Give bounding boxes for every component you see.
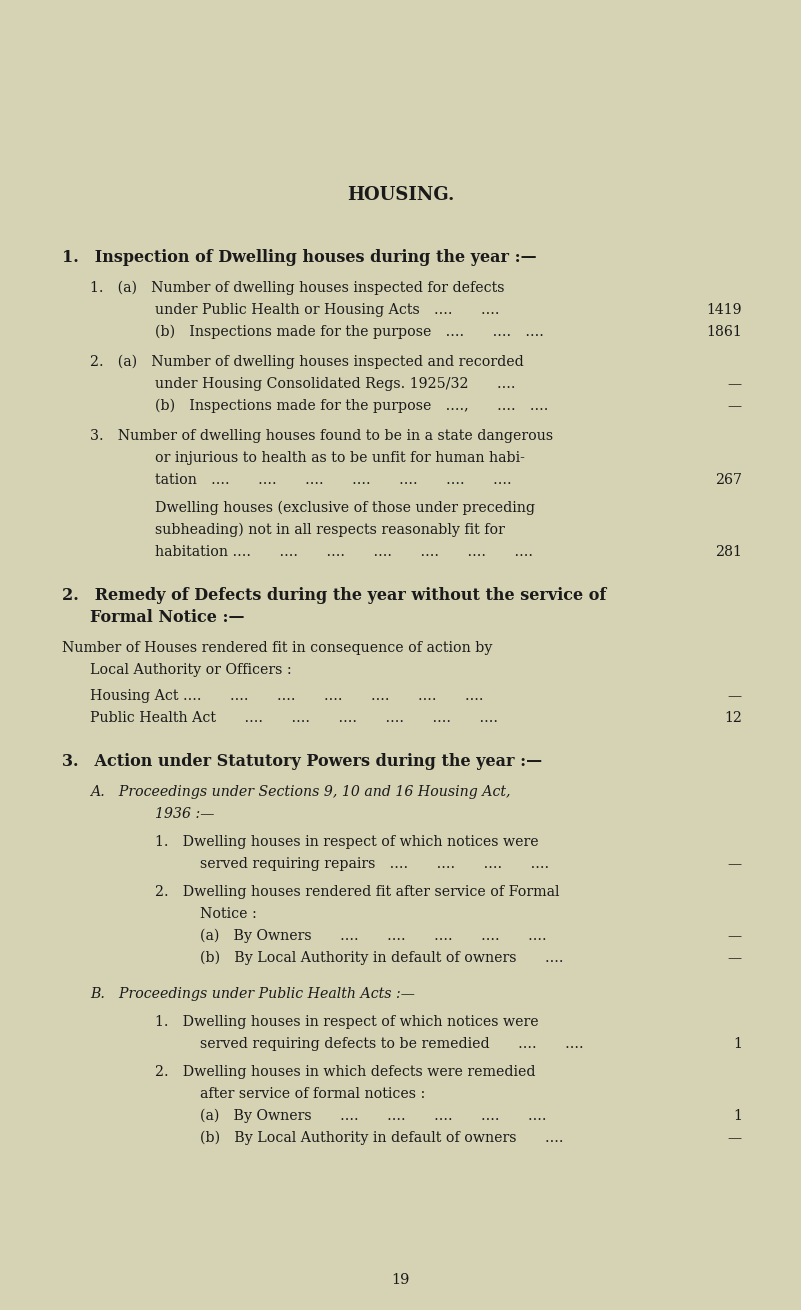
Text: —: — — [728, 400, 742, 413]
Text: 1: 1 — [733, 1038, 742, 1051]
Text: Local Authority or Officers :: Local Authority or Officers : — [90, 663, 292, 677]
Text: 267: 267 — [715, 473, 742, 487]
Text: —: — — [728, 1131, 742, 1145]
Text: 1. Inspection of Dwelling houses during the year :—: 1. Inspection of Dwelling houses during … — [62, 249, 537, 266]
Text: subheading) not in all respects reasonably fit for: subheading) not in all respects reasonab… — [155, 523, 505, 537]
Text: Housing Act ....    ....    ....    ....    ....    ....    ....: Housing Act .... .... .... .... .... ...… — [90, 689, 484, 703]
Text: or injurious to health as to be unfit for human habi-: or injurious to health as to be unfit fo… — [155, 451, 525, 465]
Text: Formal Notice :—: Formal Notice :— — [90, 609, 244, 626]
Text: (b) By Local Authority in default of owners    ....: (b) By Local Authority in default of own… — [200, 951, 563, 965]
Text: 3. Number of dwelling houses found to be in a state dangerous: 3. Number of dwelling houses found to be… — [90, 428, 553, 443]
Text: 1. Dwelling houses in respect of which notices were: 1. Dwelling houses in respect of which n… — [155, 1015, 538, 1028]
Text: habitation ....    ....    ....    ....    ....    ....    ....: habitation .... .... .... .... .... ....… — [155, 545, 533, 559]
Text: 19: 19 — [392, 1273, 409, 1286]
Text: Public Health Act    ....    ....    ....    ....    ....    ....: Public Health Act .... .... .... .... ..… — [90, 711, 498, 724]
Text: (b) Inspections made for the purpose  ....    ....  ....: (b) Inspections made for the purpose ...… — [155, 325, 544, 339]
Text: 2. (a) Number of dwelling houses inspected and recorded: 2. (a) Number of dwelling houses inspect… — [90, 355, 524, 369]
Text: —: — — [728, 377, 742, 390]
Text: 1419: 1419 — [706, 303, 742, 317]
Text: —: — — [728, 951, 742, 965]
Text: —: — — [728, 689, 742, 703]
Text: 1. Dwelling houses in respect of which notices were: 1. Dwelling houses in respect of which n… — [155, 834, 538, 849]
Text: (a) By Owners    ....    ....    ....    ....    ....: (a) By Owners .... .... .... .... .... — [200, 929, 546, 943]
Text: 2. Dwelling houses in which defects were remedied: 2. Dwelling houses in which defects were… — [155, 1065, 536, 1079]
Text: (b) Inspections made for the purpose  ....,    ....  ....: (b) Inspections made for the purpose ...… — [155, 398, 549, 413]
Text: Notice :: Notice : — [200, 907, 257, 921]
Text: Number of Houses rendered fit in consequence of action by: Number of Houses rendered fit in consequ… — [62, 641, 493, 655]
Text: 1936 :—: 1936 :— — [155, 807, 215, 821]
Text: (a) By Owners    ....    ....    ....   ....    ....: (a) By Owners .... .... .... .... .... — [200, 1108, 546, 1123]
Text: B. Proceedings under Public Health Acts :—: B. Proceedings under Public Health Acts … — [90, 986, 415, 1001]
Text: 3. Action under Statutory Powers during the year :—: 3. Action under Statutory Powers during … — [62, 753, 542, 770]
Text: 2. Dwelling houses rendered fit after service of Formal: 2. Dwelling houses rendered fit after se… — [155, 886, 560, 899]
Text: tation  ....    ....    ....    ....    ....    ....    ....: tation .... .... .... .... .... .... ...… — [155, 473, 512, 487]
Text: 1. (a) Number of dwelling houses inspected for defects: 1. (a) Number of dwelling houses inspect… — [90, 280, 505, 295]
Text: served requiring repairs  ....    ....    ....    ....: served requiring repairs .... .... .... … — [200, 857, 549, 871]
Text: served requiring defects to be remedied    ....    ....: served requiring defects to be remedied … — [200, 1038, 584, 1051]
Text: 2. Remedy of Defects during the year without the service of: 2. Remedy of Defects during the year wit… — [62, 587, 606, 604]
Text: 1861: 1861 — [706, 325, 742, 339]
Text: (b) By Local Authority in default of owners    ....: (b) By Local Authority in default of own… — [200, 1131, 563, 1145]
Text: —: — — [728, 929, 742, 943]
Text: under Public Health or Housing Acts  ....    ....: under Public Health or Housing Acts ....… — [155, 303, 500, 317]
Text: 12: 12 — [724, 711, 742, 724]
Text: Dwelling houses (exclusive of those under preceding: Dwelling houses (exclusive of those unde… — [155, 500, 535, 515]
Text: A. Proceedings under Sections 9, 10 and 16 Housing Act,: A. Proceedings under Sections 9, 10 and … — [90, 785, 510, 799]
Text: after service of formal notices :: after service of formal notices : — [200, 1087, 425, 1100]
Text: 281: 281 — [715, 545, 742, 559]
Text: 1: 1 — [733, 1110, 742, 1123]
Text: under Housing Consolidated Regs. 1925/32    ....: under Housing Consolidated Regs. 1925/32… — [155, 377, 516, 390]
Text: —: — — [728, 857, 742, 871]
Text: HOUSING.: HOUSING. — [347, 186, 454, 204]
